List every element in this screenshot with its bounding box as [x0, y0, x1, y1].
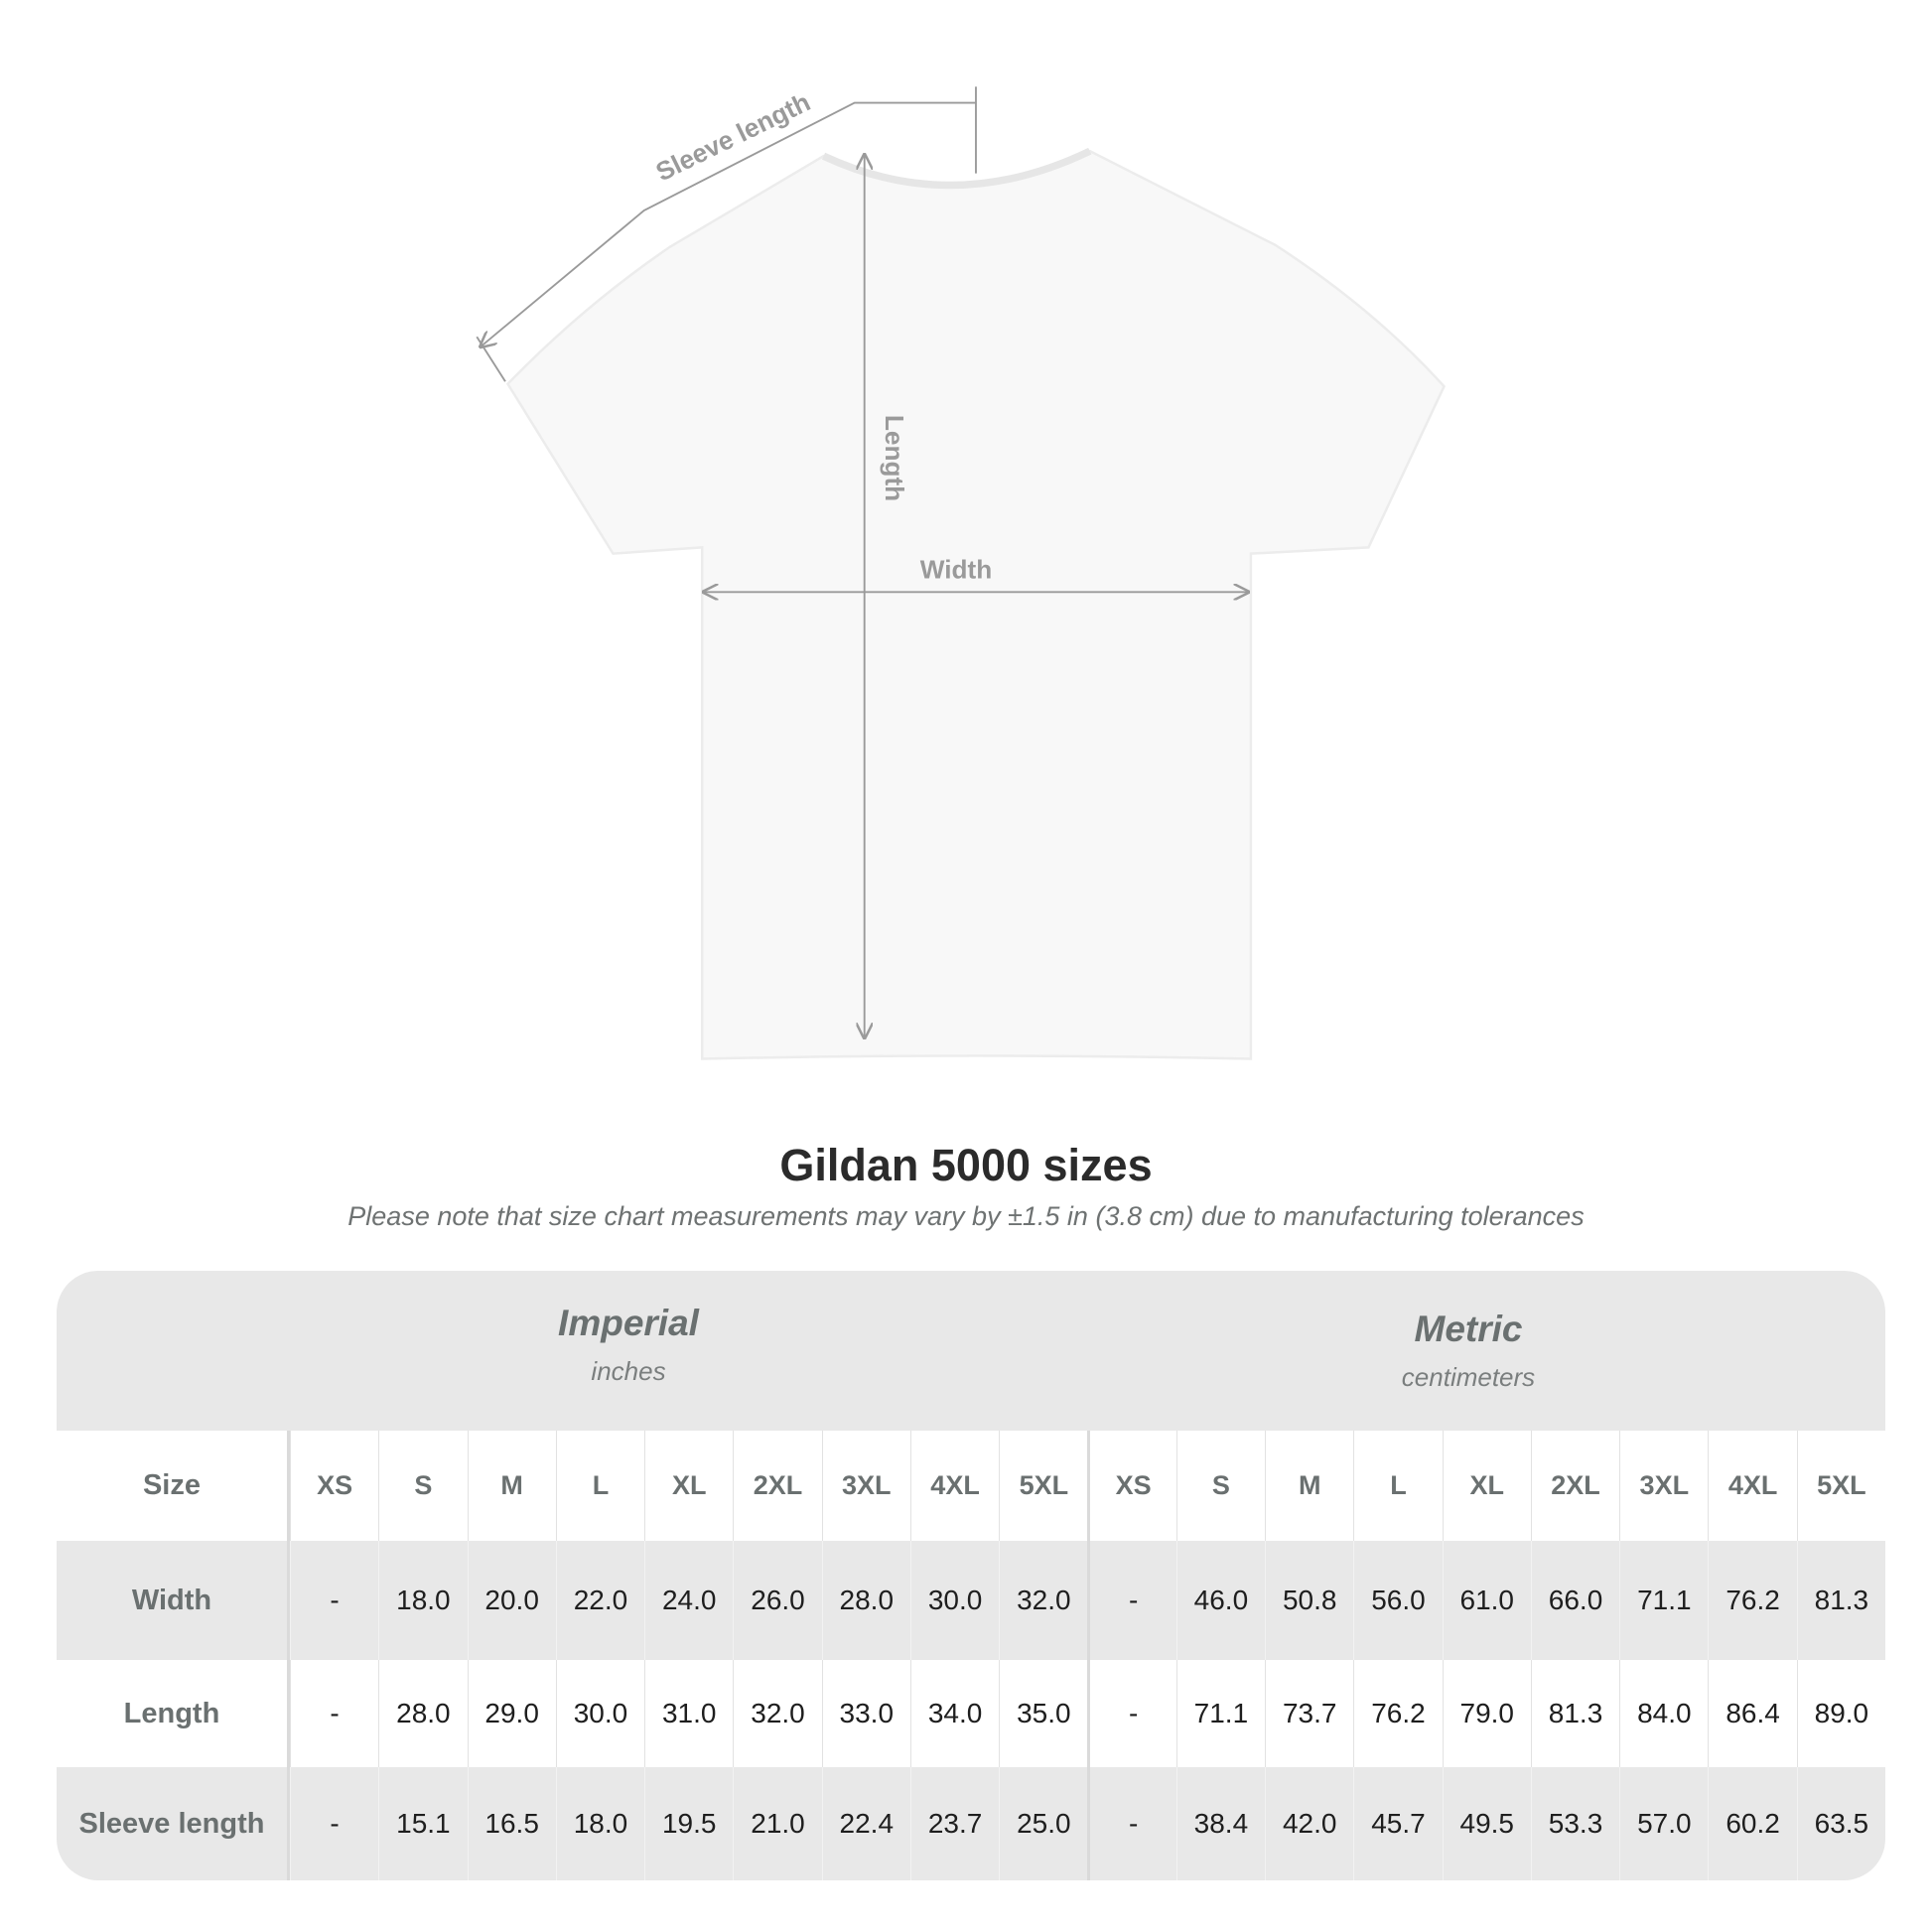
- imperial-unit: inches: [591, 1356, 666, 1386]
- imperial-value: 19.5: [644, 1767, 733, 1880]
- imperial-value: 22.4: [821, 1767, 910, 1880]
- metric-title: Metric: [1414, 1309, 1523, 1349]
- page-title: Gildan 5000 sizes: [779, 1140, 1153, 1190]
- metric-value: 49.5: [1442, 1767, 1531, 1880]
- metric-value: 89.0: [1796, 1660, 1885, 1767]
- size-header-metric: 2XL: [1530, 1431, 1619, 1541]
- imperial-title: Imperial: [558, 1303, 699, 1343]
- sleeve-tick: [476, 336, 506, 382]
- metric-value: 66.0: [1530, 1541, 1619, 1660]
- header-band: [57, 1271, 1885, 1431]
- imperial-value: 16.5: [467, 1767, 556, 1880]
- metric-value: 45.7: [1353, 1767, 1442, 1880]
- sleeve-length-label: Sleeve length: [651, 86, 815, 187]
- size-header-metric: 4XL: [1708, 1431, 1796, 1541]
- size-header-imperial: 3XL: [821, 1431, 910, 1541]
- table-row: Sleeve length -15.1 16.5 18.0 19.5 21.0 22.4 23…: [57, 1767, 1885, 1880]
- metric-value: -: [1087, 1767, 1175, 1880]
- size-table: Imperial inches Metric centimeters Size X…: [57, 1271, 1885, 1880]
- metric-value: 56.0: [1353, 1541, 1442, 1660]
- imperial-value: 34.0: [909, 1660, 999, 1767]
- imperial-value: 35.0: [999, 1660, 1087, 1767]
- size-header-metric: XL: [1442, 1431, 1531, 1541]
- metric-value: 84.0: [1619, 1660, 1708, 1767]
- metric-value: 73.7: [1265, 1660, 1353, 1767]
- size-header-imperial: 2XL: [733, 1431, 821, 1541]
- metric-value: 71.1: [1175, 1660, 1265, 1767]
- size-header-metric: L: [1353, 1431, 1442, 1541]
- imperial-value: 30.0: [909, 1541, 999, 1660]
- size-header-metric: S: [1175, 1431, 1265, 1541]
- size-header-row: Size XS S M L XL 2XL 3XL 4XL 5XL XS S M L XL 2XL 3XL 4XL 5…: [57, 1431, 1885, 1541]
- table-row: Width -18.0 20.0 22.0 24.0 26.0 28.0 30.0 32.0-4…: [57, 1541, 1885, 1660]
- size-header-metric: M: [1265, 1431, 1353, 1541]
- imperial-value: 23.7: [909, 1767, 999, 1880]
- metric-value: 60.2: [1708, 1767, 1796, 1880]
- size-label: Size: [57, 1431, 290, 1541]
- row-label: Sleeve length: [57, 1767, 290, 1880]
- imperial-value: 20.0: [467, 1541, 556, 1660]
- imperial-value: -: [289, 1767, 378, 1880]
- imperial-value: 30.0: [555, 1660, 644, 1767]
- tolerance-note: Please note that size chart measurements…: [347, 1201, 1585, 1231]
- imperial-value: -: [289, 1541, 378, 1660]
- imperial-value: 32.0: [733, 1660, 821, 1767]
- imperial-value: 26.0: [733, 1541, 821, 1660]
- row-label: Length: [57, 1660, 290, 1767]
- imperial-value: 21.0: [733, 1767, 821, 1880]
- size-header-imperial: XS: [289, 1431, 378, 1541]
- size-header-imperial: 4XL: [909, 1431, 999, 1541]
- metric-value: 42.0: [1265, 1767, 1353, 1880]
- metric-value: 71.1: [1619, 1541, 1708, 1660]
- imperial-value: 18.0: [378, 1541, 467, 1660]
- size-header-metric: 5XL: [1796, 1431, 1885, 1541]
- metric-unit: centimeters: [1401, 1362, 1536, 1392]
- imperial-value: 28.0: [378, 1660, 467, 1767]
- tshirt-outline: [505, 149, 1446, 1060]
- metric-value: 63.5: [1796, 1767, 1885, 1880]
- metric-value: 46.0: [1175, 1541, 1265, 1660]
- metric-value: 50.8: [1265, 1541, 1353, 1660]
- size-header-metric: XS: [1087, 1431, 1175, 1541]
- metric-value: -: [1087, 1660, 1175, 1767]
- imperial-value: 25.0: [999, 1767, 1087, 1880]
- imperial-value: 28.0: [821, 1541, 910, 1660]
- imperial-header: Imperial inches: [380, 1303, 877, 1387]
- metric-value: 81.3: [1796, 1541, 1885, 1660]
- size-header-imperial: S: [378, 1431, 467, 1541]
- imperial-value: 31.0: [644, 1660, 733, 1767]
- size-header-imperial: M: [467, 1431, 556, 1541]
- imperial-value: 22.0: [555, 1541, 644, 1660]
- imperial-value: 32.0: [999, 1541, 1087, 1660]
- size-header-imperial: L: [555, 1431, 644, 1541]
- imperial-value: 29.0: [467, 1660, 556, 1767]
- row-label: Width: [57, 1541, 290, 1660]
- sleeve-length-line: [481, 101, 976, 347]
- metric-value: 76.2: [1353, 1660, 1442, 1767]
- imperial-value: 15.1: [378, 1767, 467, 1880]
- length-label: Length: [880, 415, 909, 501]
- metric-value: 61.0: [1442, 1541, 1531, 1660]
- metric-value: 53.3: [1530, 1767, 1619, 1880]
- imperial-value: 18.0: [555, 1767, 644, 1880]
- metric-value: 81.3: [1530, 1660, 1619, 1767]
- width-label: Width: [920, 555, 992, 585]
- metric-value: 57.0: [1619, 1767, 1708, 1880]
- table-row: Length -28.0 29.0 30.0 31.0 32.0 33.0 34.0 35.0-…: [57, 1660, 1885, 1767]
- metric-value: 38.4: [1175, 1767, 1265, 1880]
- imperial-value: 24.0: [644, 1541, 733, 1660]
- metric-value: 79.0: [1442, 1660, 1531, 1767]
- imperial-value: -: [289, 1660, 378, 1767]
- metric-value: 86.4: [1708, 1660, 1796, 1767]
- metric-value: -: [1087, 1541, 1175, 1660]
- metric-value: 76.2: [1708, 1541, 1796, 1660]
- metric-header: Metric centimeters: [1220, 1309, 1717, 1393]
- imperial-value: 33.0: [821, 1660, 910, 1767]
- size-header-imperial: 5XL: [999, 1431, 1087, 1541]
- size-header-imperial: XL: [644, 1431, 733, 1541]
- size-header-metric: 3XL: [1619, 1431, 1708, 1541]
